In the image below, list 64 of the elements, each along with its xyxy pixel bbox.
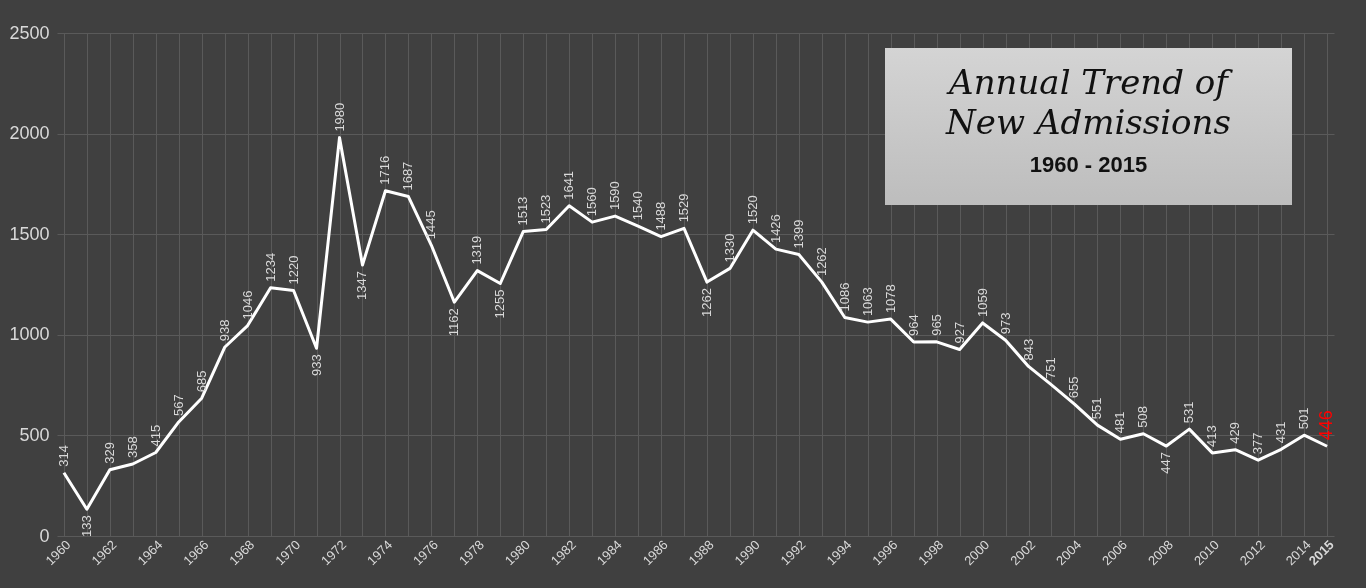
data-label: 1347 xyxy=(354,270,370,300)
data-label: 1513 xyxy=(515,196,531,226)
data-label: 413 xyxy=(1204,425,1220,447)
data-label: 1445 xyxy=(423,210,439,240)
data-label: 1220 xyxy=(285,255,301,285)
text: 1960 - 2015 xyxy=(1028,152,1149,178)
text: Annual Trend of New Admissions xyxy=(944,62,1234,142)
data-label: 1590 xyxy=(607,181,623,211)
y-tick-label: 1500 xyxy=(9,223,50,244)
data-label: 1399 xyxy=(790,219,806,249)
data-label: 1426 xyxy=(767,214,783,244)
data-label: 1560 xyxy=(584,187,600,217)
data-label: 964 xyxy=(905,314,921,337)
data-label: 1330 xyxy=(721,233,737,263)
data-label: 655 xyxy=(1066,376,1082,399)
data-label: 431 xyxy=(1273,421,1289,444)
data-label: 429 xyxy=(1227,421,1243,444)
data-label: 965 xyxy=(928,314,944,336)
data-label: 1687 xyxy=(400,161,416,191)
data-label: 1641 xyxy=(561,170,577,200)
data-label: 447 xyxy=(1158,452,1174,474)
data-label: 133 xyxy=(78,515,94,537)
data-label: 1078 xyxy=(882,284,898,314)
data-label: 1540 xyxy=(630,191,646,221)
data-label: 1234 xyxy=(262,252,278,282)
data-label: 446 xyxy=(1316,410,1337,441)
data-label: 415 xyxy=(147,424,163,447)
data-label: 1262 xyxy=(698,288,714,318)
data-label: 1162 xyxy=(446,308,462,337)
data-label: 551 xyxy=(1089,397,1105,420)
data-label: 508 xyxy=(1135,406,1151,428)
data-label: 1716 xyxy=(377,155,393,185)
y-tick-label: 1000 xyxy=(9,324,50,345)
data-label: 1523 xyxy=(538,194,554,224)
data-label: 973 xyxy=(997,312,1013,335)
data-label: 1262 xyxy=(813,247,829,277)
data-label: 481 xyxy=(1112,411,1128,434)
data-label: 1488 xyxy=(653,201,669,231)
y-tick-label: 2500 xyxy=(9,22,50,43)
data-label: 933 xyxy=(308,354,324,376)
data-label: 1980 xyxy=(331,102,347,132)
data-label: 358 xyxy=(124,436,140,458)
data-label: 531 xyxy=(1181,401,1197,424)
data-label: 1520 xyxy=(744,195,760,225)
data-label: 377 xyxy=(1250,432,1266,455)
data-label: 685 xyxy=(193,370,209,393)
data-label: 1059 xyxy=(974,288,990,317)
data-label: 329 xyxy=(101,442,117,464)
data-label: 314 xyxy=(55,445,71,467)
data-label: 1086 xyxy=(836,282,852,312)
y-tick-label: 500 xyxy=(19,424,50,445)
data-label: 1529 xyxy=(676,193,692,223)
data-label: 501 xyxy=(1296,407,1312,430)
data-label: 1319 xyxy=(469,235,485,265)
data-label: 1046 xyxy=(239,290,255,320)
y-tick-label: 0 xyxy=(39,525,50,546)
data-label: 1063 xyxy=(859,287,875,317)
data-label: 1255 xyxy=(492,289,508,319)
data-label: 843 xyxy=(1020,338,1036,361)
y-tick-label: 2000 xyxy=(9,123,50,144)
data-label: 751 xyxy=(1043,357,1059,379)
data-label: 567 xyxy=(170,394,186,416)
data-label: 938 xyxy=(216,319,232,342)
data-label: 927 xyxy=(951,321,967,344)
